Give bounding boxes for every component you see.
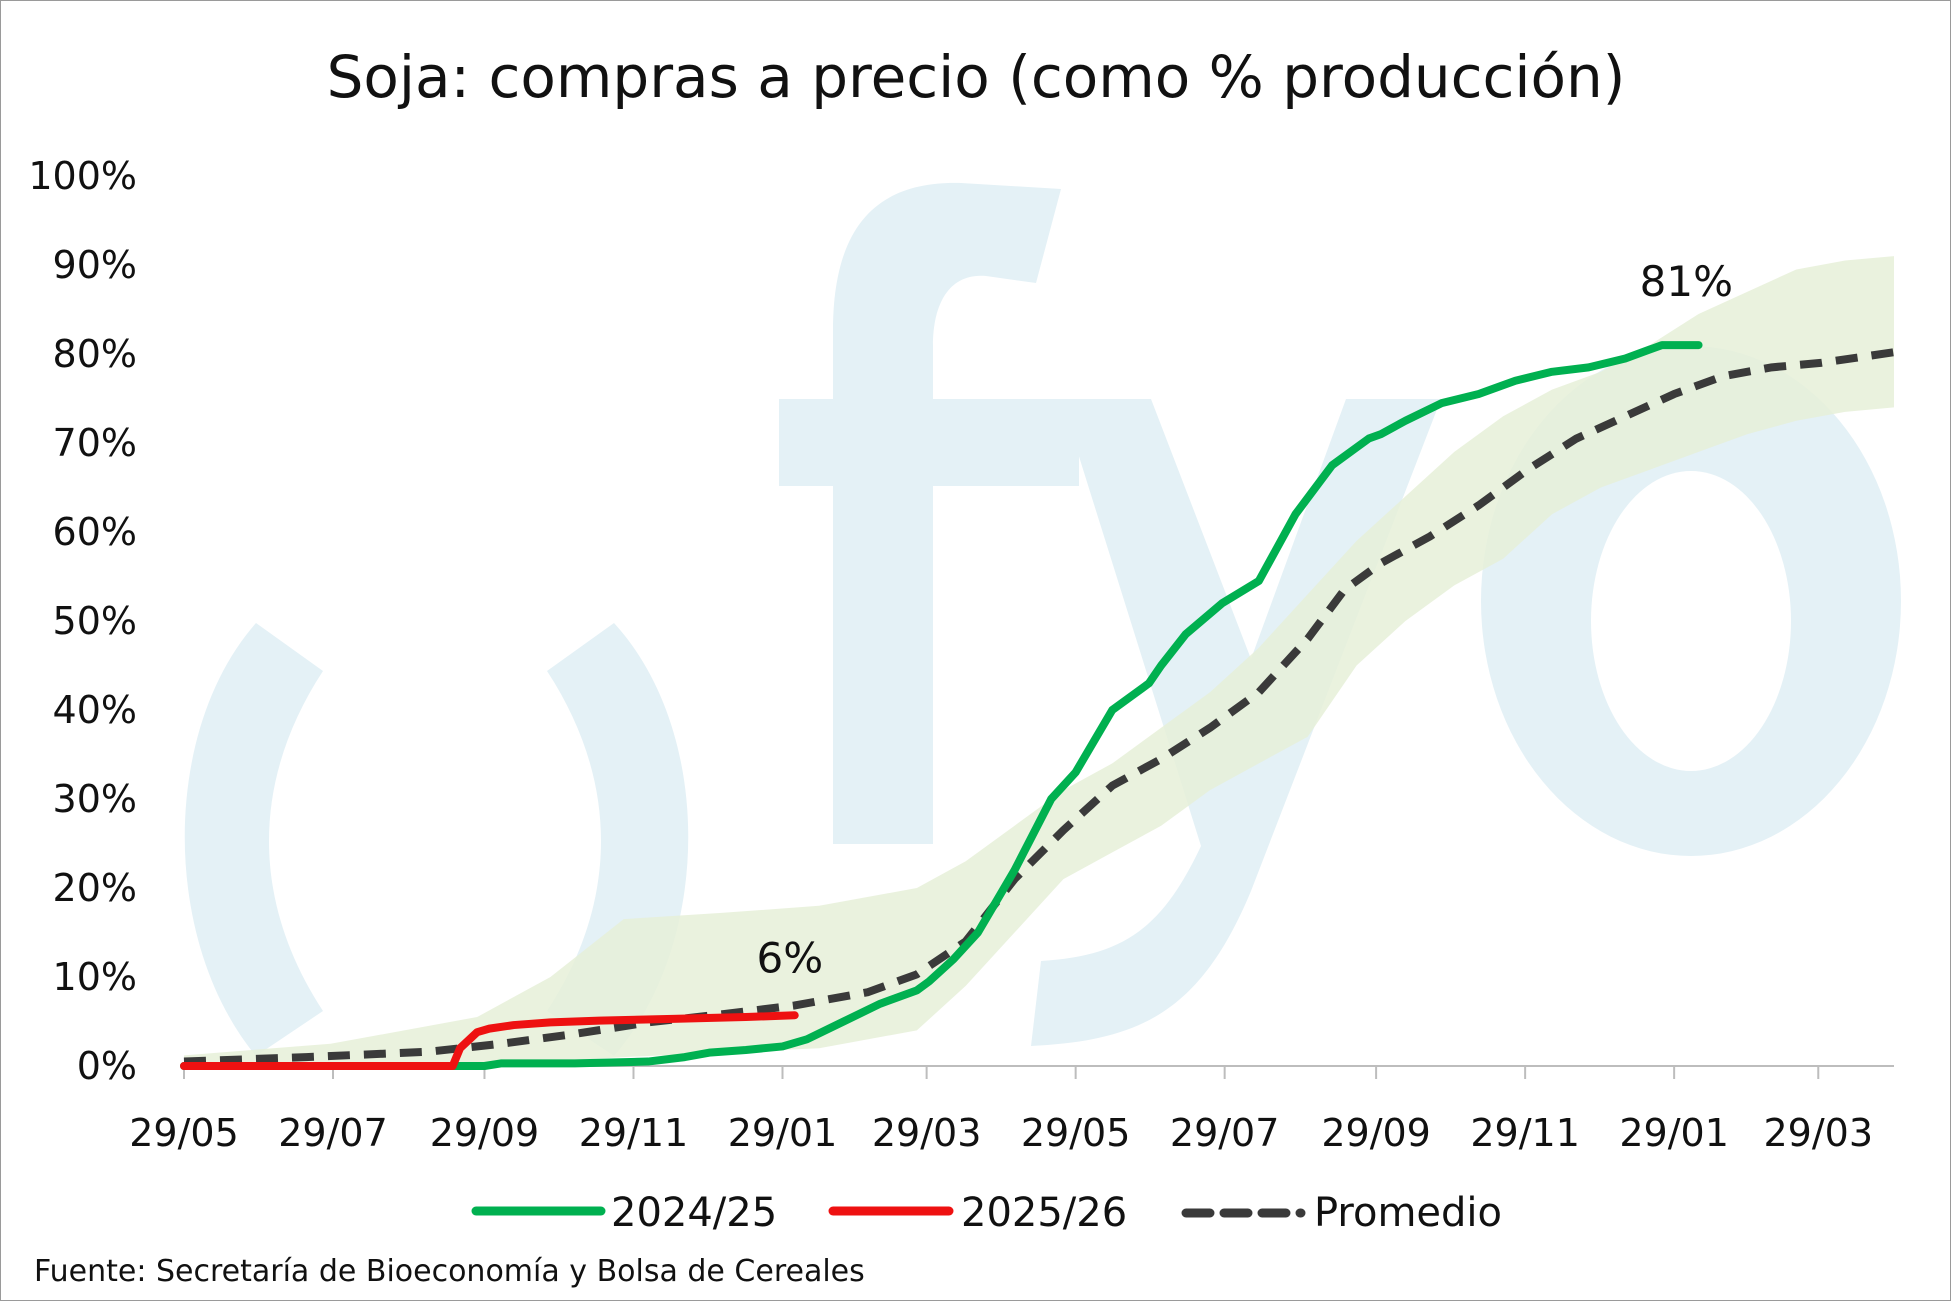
legend: 2024/25 2025/26 Promedio [471,1190,1502,1236]
y-tick-label: 90% [53,243,137,287]
annotation-layer: 81% 6% [757,257,1734,982]
y-tick-label: 60% [53,510,137,554]
y-tick-label: 10% [53,955,137,999]
legend-label-2025-26: 2025/26 [961,1190,1127,1236]
series-line-promedio [183,348,1895,1066]
range-band [184,256,1894,1067]
legend-label-promedio: Promedio [1314,1190,1502,1236]
x-tick-label: 29/03 [1764,1111,1874,1155]
x-tick-label: 29/05 [1021,1111,1131,1155]
y-tick-label: 50% [53,599,137,643]
y-tick-label: 30% [53,777,137,821]
legend-label-2024-25: 2024/25 [611,1190,777,1236]
y-tick-label: 80% [53,332,137,376]
watermark-o-hole [1591,471,1791,771]
fyo-watermark-logo [184,182,1901,1056]
x-tick-label: 29/05 [129,1111,239,1155]
legend-item-promedio: Promedio [1181,1190,1502,1236]
series-layer [180,341,1895,1070]
y-tick-label: 0% [77,1044,137,1088]
y-tick-label: 40% [53,688,137,732]
x-tick-label: 29/01 [728,1111,838,1155]
legend-item-2024-25: 2024/25 [471,1190,777,1236]
watermark-f-shape [833,182,1079,844]
series-line-2025-26 [180,1011,799,1070]
x-tick-label: 29/09 [1321,1111,1431,1155]
watermark-f-shape [779,399,833,486]
legend-item-2025-26: 2025/26 [828,1190,1127,1236]
y-tick-label: 20% [53,866,137,910]
watermark-bracket-shape [184,623,323,1056]
data-label: 81% [1640,257,1733,306]
data-label: 6% [757,934,824,983]
x-tick-label: 29/01 [1619,1111,1729,1155]
y-tick-label: 70% [53,421,137,465]
x-tick-label: 29/11 [579,1111,689,1155]
source-note: Fuente: Secretaría de Bioeconomía y Bols… [34,1254,865,1289]
range-band-layer [184,256,1894,1067]
x-tick-label: 29/07 [278,1111,388,1155]
chart-title: Soja: compras a precio (como % producció… [327,43,1626,111]
y-tick-label: 100% [28,154,137,198]
series-line-2024-25 [180,341,1703,1070]
axes-layer: 0% 10% 20% 30% 40% 50% 60% 70% 80% 90% 100% 29/05 29… [28,154,1894,1155]
x-tick-label: 29/11 [1470,1111,1580,1155]
x-tick-label: 29/07 [1170,1111,1280,1155]
x-tick-label: 29/09 [430,1111,540,1155]
x-tick-label: 29/03 [872,1111,982,1155]
